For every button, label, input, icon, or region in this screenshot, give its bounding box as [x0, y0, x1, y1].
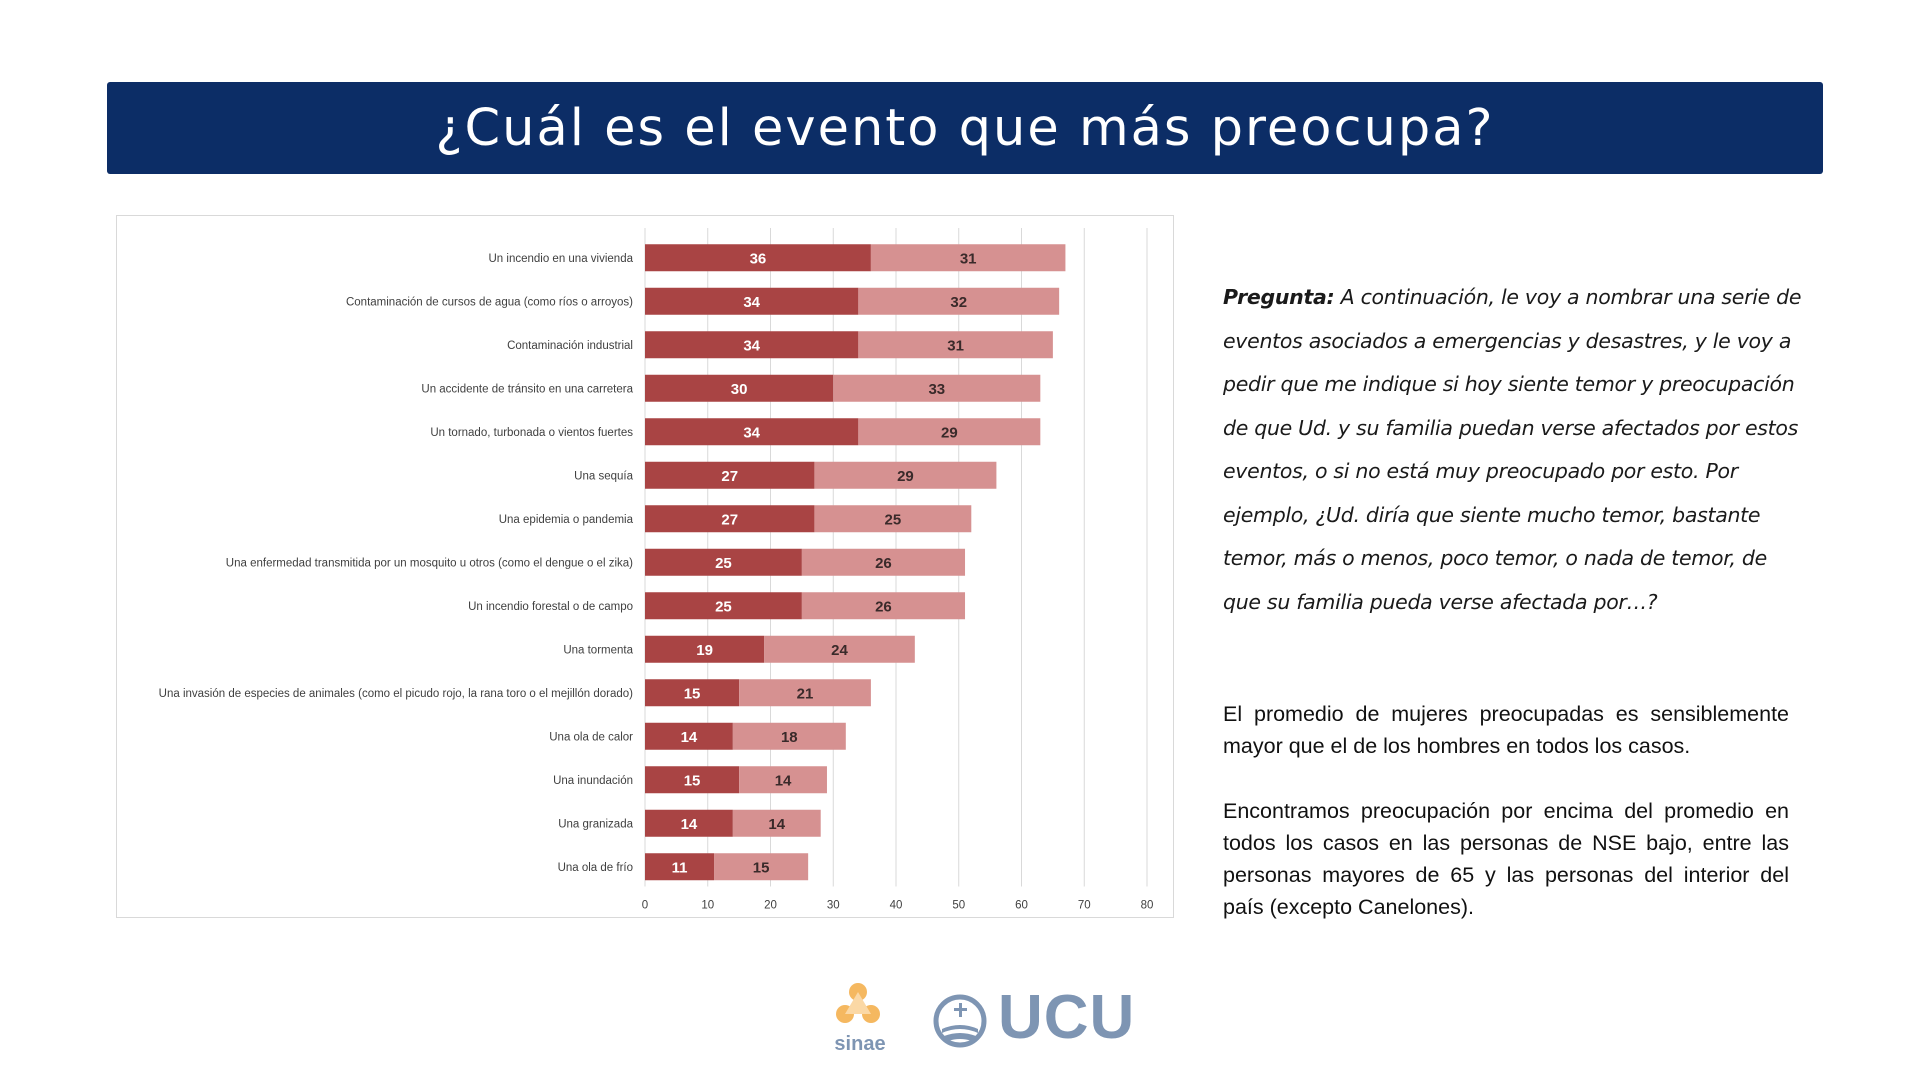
data-label: 36 [750, 250, 767, 267]
ucu-shield-icon [933, 994, 987, 1048]
bar-segment [732, 809, 821, 837]
bar-segment [858, 418, 1041, 446]
bar-segment [870, 244, 1066, 272]
data-label: 15 [753, 859, 770, 876]
question-body: A continuación, le voy a nombrar una ser… [1223, 285, 1802, 614]
data-label: 27 [721, 511, 738, 528]
data-label: 15 [684, 772, 701, 789]
data-label: 25 [885, 511, 902, 528]
data-label: 30 [731, 381, 748, 398]
data-label: 33 [928, 381, 945, 398]
data-label: 31 [960, 250, 977, 267]
x-tick-label: 20 [764, 900, 777, 912]
category-label: Una enfermedad transmitida por un mosqui… [226, 557, 633, 569]
data-label: 26 [875, 555, 892, 572]
x-tick-label: 40 [890, 900, 903, 912]
x-tick-label: 10 [701, 900, 714, 912]
x-tick-label: 60 [1015, 900, 1028, 912]
bar-segment [739, 766, 827, 794]
bar-segment [645, 418, 859, 446]
bar-segment [645, 853, 715, 881]
bar-segment [645, 244, 871, 272]
data-label: 34 [743, 294, 760, 311]
data-label: 34 [743, 337, 760, 354]
bar-segment [645, 592, 802, 620]
data-label: 27 [721, 468, 738, 485]
sinae-logo-text: sinae [834, 1033, 886, 1055]
bar-segment [645, 679, 740, 707]
data-label: 14 [681, 729, 698, 746]
data-label: 14 [768, 816, 785, 833]
bar-segment [732, 722, 846, 750]
bar-segment [645, 461, 815, 489]
category-label: Una ola de calor [549, 731, 633, 743]
data-label: 29 [897, 468, 914, 485]
bar-segment [814, 505, 972, 533]
logos [836, 983, 987, 1048]
data-label: 15 [684, 685, 701, 702]
question-label: Pregunta: [1223, 285, 1335, 309]
chart-frame: 0 10 20 30 40 50 60 70 80 Un incendio en una vivi… [116, 215, 1174, 918]
data-label: 19 [696, 642, 713, 659]
finding-paragraph-2: Encontramos preocupación por encima del … [1223, 799, 1789, 919]
data-label: 31 [947, 337, 964, 354]
x-tick-label: 30 [827, 900, 840, 912]
bar-segment [645, 548, 802, 576]
bar-segment [645, 635, 765, 663]
data-label: 32 [950, 294, 967, 311]
data-label: 21 [797, 685, 814, 702]
bar-segment [858, 331, 1053, 359]
bar-segment [645, 809, 733, 837]
finding-paragraph-1: El promedio de mujeres preocupadas es se… [1223, 702, 1789, 758]
ucu-logo-text: UCU [998, 983, 1136, 1052]
category-label: Un tornado, turbonada o vientos fuertes [430, 427, 633, 439]
x-tick-label: 80 [1141, 900, 1154, 912]
bar-segment [801, 548, 966, 576]
data-label: 25 [715, 598, 732, 615]
data-label: 25 [715, 555, 732, 572]
category-label: Una granizada [558, 818, 633, 830]
category-label: Un accidente de tránsito en una carreter… [421, 383, 633, 395]
category-label: Una tormenta [563, 644, 633, 656]
category-label: Una ola de frío [558, 862, 633, 874]
bar-segment [645, 287, 859, 315]
category-label: Un incendio en una vivienda [489, 253, 634, 265]
data-label: 26 [875, 598, 892, 615]
bar-segment [739, 679, 871, 707]
category-label: Contaminación de cursos de agua (como rí… [346, 296, 633, 308]
bar-segment [645, 505, 815, 533]
stacked-bar-chart: 0 10 20 30 40 50 60 70 80 Un incendio en una vivi… [159, 228, 1154, 912]
data-label: 14 [775, 772, 792, 789]
bar-segment [645, 722, 733, 750]
question-text: Pregunta: A continuación, le voy a nombr… [1223, 276, 1803, 624]
x-tick-label: 50 [952, 900, 965, 912]
bar-segment [645, 766, 740, 794]
category-label: Un incendio forestal o de campo [468, 601, 633, 613]
data-label: 34 [743, 424, 760, 441]
x-tick-label: 70 [1078, 900, 1091, 912]
bar-segment [814, 461, 997, 489]
bar-segment [764, 635, 915, 663]
data-label: 29 [941, 424, 958, 441]
bar-segment [714, 853, 809, 881]
data-label: 11 [672, 859, 688, 876]
category-label: Una invasión de especies de animales (co… [159, 688, 633, 700]
category-label: Una inundación [553, 775, 633, 787]
bar-segment [833, 374, 1041, 402]
category-label: Una sequía [574, 470, 633, 482]
title-banner: ¿Cuál es el evento que más preocupa? [107, 82, 1823, 174]
category-label: Contaminación industrial [507, 340, 633, 352]
bar-segment [801, 592, 966, 620]
bar-segment [645, 374, 834, 402]
data-label: 14 [681, 816, 698, 833]
page-title: ¿Cuál es el evento que más preocupa? [435, 98, 1495, 158]
data-label: 24 [831, 642, 848, 659]
sinae-logo-icon [836, 983, 880, 1023]
data-label: 18 [781, 729, 798, 746]
bar-segment [645, 331, 859, 359]
bar-segment [858, 287, 1060, 315]
x-tick-label: 0 [642, 900, 648, 912]
category-label: Una epidemia o pandemia [499, 514, 634, 526]
